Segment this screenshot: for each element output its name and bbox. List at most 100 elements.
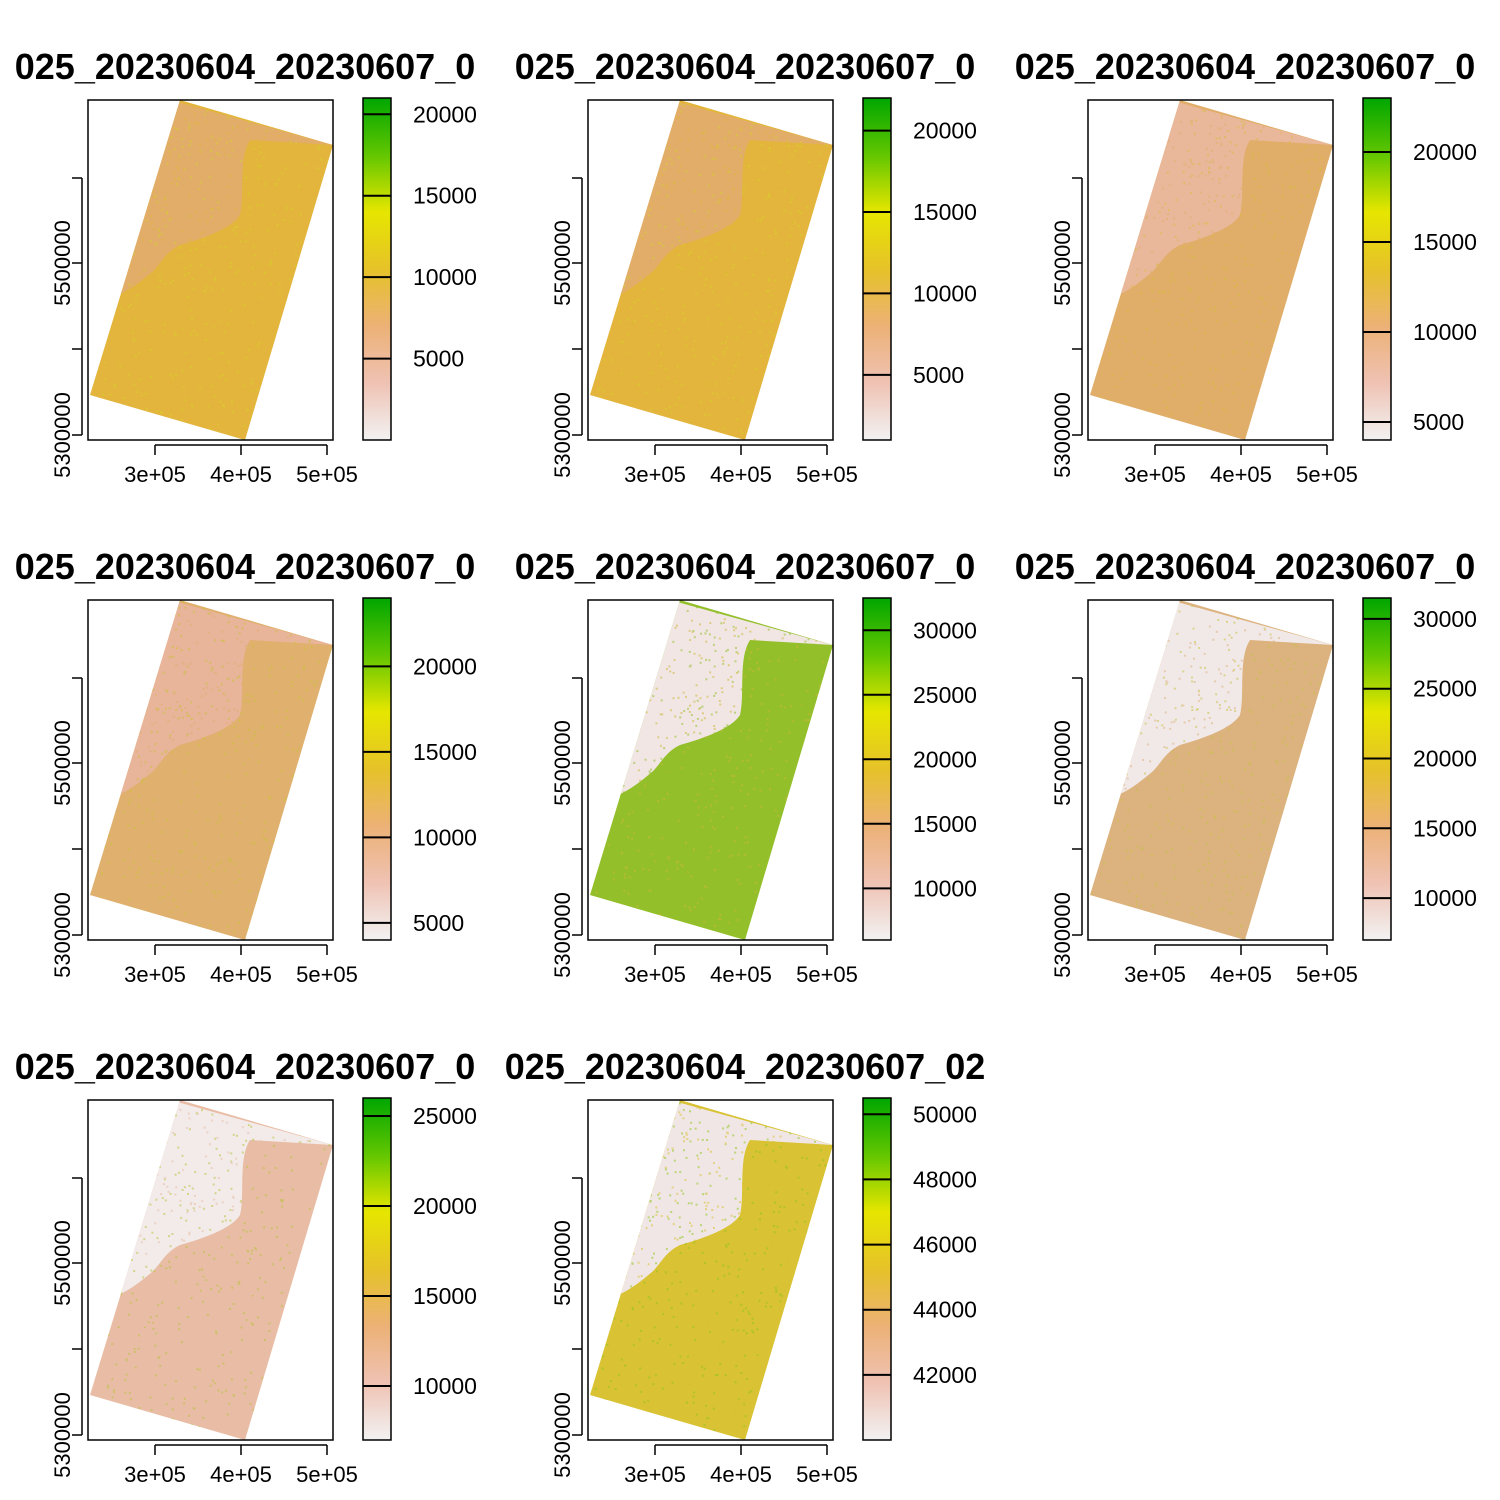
x-tick-label: 3e+05 bbox=[1124, 462, 1186, 487]
x-tick-label: 3e+05 bbox=[124, 962, 186, 987]
legend: 5000 10000 15000 20000 bbox=[362, 97, 477, 441]
x-tick-label: 5e+05 bbox=[296, 962, 358, 987]
raster-panel: 3e+05 4e+05 5e+05 5300000 5500000 10000 15000 2… bbox=[515, 546, 977, 987]
plot-frame bbox=[1087, 99, 1334, 441]
y-tick-label: 5300000 bbox=[550, 892, 575, 978]
x-tick-label: 5e+05 bbox=[1296, 962, 1358, 987]
panel-title: 025_20230604_20230607_02 bbox=[505, 1046, 986, 1087]
legend: 10000 15000 20000 25000 30000 bbox=[1362, 597, 1477, 941]
legend: 42000 44000 46000 48000 50000 bbox=[862, 1097, 977, 1441]
x-tick-label: 4e+05 bbox=[710, 962, 772, 987]
x-axis: 3e+05 4e+05 5e+05 bbox=[1124, 944, 1358, 987]
y-tick-label: 5300000 bbox=[1050, 392, 1075, 478]
x-axis: 3e+05 4e+05 5e+05 bbox=[1124, 444, 1358, 487]
x-tick-label: 3e+05 bbox=[124, 462, 186, 487]
legend: 5000 10000 15000 20000 bbox=[1362, 97, 1477, 441]
plot-frame bbox=[87, 99, 334, 441]
raster-panel: 3e+05 4e+05 5e+05 5300000 5500000 10000 15000 2… bbox=[1015, 546, 1477, 987]
y-tick-label: 5500000 bbox=[550, 720, 575, 806]
panel-title: 025_20230604_20230607_0 bbox=[515, 546, 976, 587]
legend-tick-label: 30000 bbox=[913, 617, 977, 643]
raster-panel: 3e+05 4e+05 5e+05 5300000 5500000 10000 15000 2… bbox=[15, 1046, 477, 1487]
legend-tick-label: 25000 bbox=[913, 682, 977, 708]
legend-tick-label: 48000 bbox=[913, 1166, 977, 1192]
legend-tick-label: 20000 bbox=[913, 746, 977, 772]
y-tick-label: 5500000 bbox=[50, 220, 75, 306]
legend-tick-label: 15000 bbox=[1413, 815, 1477, 841]
legend-tick-label: 30000 bbox=[1413, 606, 1477, 632]
x-tick-label: 4e+05 bbox=[710, 1462, 772, 1487]
raster-footprint bbox=[1090, 600, 1333, 940]
x-axis: 3e+05 4e+05 5e+05 bbox=[124, 944, 358, 987]
panel-title: 025_20230604_20230607_0 bbox=[15, 1046, 476, 1087]
y-tick-label: 5300000 bbox=[50, 892, 75, 978]
legend-tick-label: 10000 bbox=[1413, 885, 1477, 911]
legend-tick-label: 20000 bbox=[913, 118, 977, 144]
y-axis: 5300000 5500000 bbox=[1050, 177, 1083, 478]
legend-tick-label: 15000 bbox=[913, 199, 977, 225]
x-tick-label: 3e+05 bbox=[624, 962, 686, 987]
legend-colorbar bbox=[862, 1097, 892, 1441]
raster-panel: 3e+05 4e+05 5e+05 5300000 5500000 5000 10000 15… bbox=[15, 46, 477, 487]
x-tick-label: 5e+05 bbox=[296, 1462, 358, 1487]
y-tick-label: 5500000 bbox=[1050, 720, 1075, 806]
x-tick-label: 4e+05 bbox=[1210, 962, 1272, 987]
y-axis: 5300000 5500000 bbox=[550, 177, 583, 478]
x-tick-label: 4e+05 bbox=[210, 462, 272, 487]
y-tick-label: 5300000 bbox=[550, 1392, 575, 1478]
legend-colorbar bbox=[1362, 97, 1392, 441]
x-axis: 3e+05 4e+05 5e+05 bbox=[624, 444, 858, 487]
y-tick-label: 5300000 bbox=[550, 392, 575, 478]
y-axis: 5300000 5500000 bbox=[50, 177, 83, 478]
plot-frame bbox=[1087, 599, 1334, 941]
plot-frame bbox=[87, 599, 334, 941]
legend-tick-label: 50000 bbox=[913, 1101, 977, 1127]
legend-tick-label: 10000 bbox=[413, 264, 477, 290]
legend: 5000 10000 15000 20000 bbox=[862, 97, 977, 441]
legend-tick-label: 20000 bbox=[413, 101, 477, 127]
panel-title: 025_20230604_20230607_0 bbox=[15, 46, 476, 87]
x-tick-label: 5e+05 bbox=[796, 462, 858, 487]
legend-tick-label: 15000 bbox=[413, 739, 477, 765]
x-tick-label: 3e+05 bbox=[624, 1462, 686, 1487]
legend-tick-label: 20000 bbox=[1413, 746, 1477, 772]
plot-frame bbox=[587, 599, 834, 941]
y-tick-label: 5500000 bbox=[550, 1220, 575, 1306]
raster-footprint bbox=[1090, 100, 1333, 440]
raster-panel: 3e+05 4e+05 5e+05 5300000 5500000 5000 10000 15… bbox=[15, 546, 477, 987]
panel-title: 025_20230604_20230607_0 bbox=[1015, 546, 1476, 587]
legend-tick-label: 44000 bbox=[913, 1297, 977, 1323]
y-axis: 5300000 5500000 bbox=[50, 1177, 83, 1478]
x-tick-label: 5e+05 bbox=[796, 962, 858, 987]
legend-colorbar bbox=[362, 597, 392, 941]
y-tick-label: 5300000 bbox=[50, 392, 75, 478]
legend-tick-label: 42000 bbox=[913, 1362, 977, 1388]
legend: 5000 10000 15000 20000 bbox=[362, 597, 477, 941]
x-tick-label: 3e+05 bbox=[624, 462, 686, 487]
x-tick-label: 3e+05 bbox=[124, 1462, 186, 1487]
legend-colorbar bbox=[1362, 597, 1392, 941]
plot-frame bbox=[587, 1099, 834, 1441]
x-tick-label: 5e+05 bbox=[1296, 462, 1358, 487]
legend-tick-label: 5000 bbox=[913, 362, 964, 388]
raster-panel: 3e+05 4e+05 5e+05 5300000 5500000 5000 10000 15… bbox=[1015, 46, 1477, 487]
x-tick-label: 5e+05 bbox=[796, 1462, 858, 1487]
x-tick-label: 4e+05 bbox=[210, 962, 272, 987]
y-tick-label: 5500000 bbox=[50, 720, 75, 806]
legend-tick-label: 10000 bbox=[1413, 319, 1477, 345]
panel-title: 025_20230604_20230607_0 bbox=[15, 546, 476, 587]
legend-tick-label: 10000 bbox=[913, 875, 977, 901]
legend-tick-label: 15000 bbox=[1413, 229, 1477, 255]
raster-footprint bbox=[90, 600, 333, 940]
x-tick-label: 4e+05 bbox=[210, 1462, 272, 1487]
y-axis: 5300000 5500000 bbox=[550, 677, 583, 978]
y-axis: 5300000 5500000 bbox=[50, 677, 83, 978]
y-axis: 5300000 5500000 bbox=[1050, 677, 1083, 978]
legend-tick-label: 10000 bbox=[413, 1373, 477, 1399]
legend-tick-label: 15000 bbox=[913, 811, 977, 837]
legend-tick-label: 25000 bbox=[1413, 676, 1477, 702]
legend-colorbar bbox=[362, 97, 392, 441]
legend: 10000 15000 20000 25000 30000 bbox=[862, 597, 977, 941]
legend-tick-label: 20000 bbox=[413, 1193, 477, 1219]
